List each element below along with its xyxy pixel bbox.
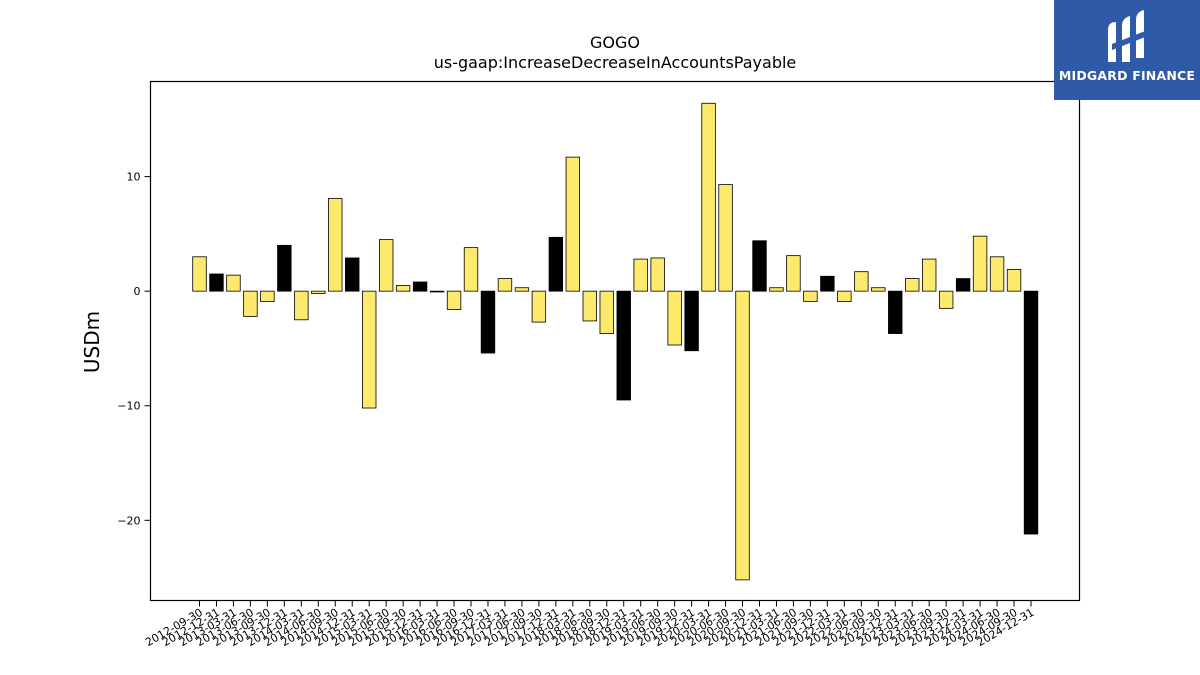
bar-2014-03-31 bbox=[294, 290, 309, 321]
bar-2018-03-31 bbox=[565, 156, 581, 292]
bar-2023-12-31 bbox=[955, 278, 971, 292]
y-tick-label: 0 bbox=[134, 285, 141, 298]
bar-2012-12-31 bbox=[209, 273, 224, 292]
bar-2024-09-30 bbox=[1006, 268, 1022, 292]
bar-2020-09-30 bbox=[735, 290, 750, 581]
bar-2012-09-30 bbox=[192, 256, 207, 292]
bar-2021-09-30 bbox=[803, 290, 818, 302]
bar-2015-06-30 bbox=[378, 239, 394, 292]
bar-2014-06-30 bbox=[311, 290, 326, 294]
bar-2020-03-31 bbox=[701, 102, 716, 292]
bar-2015-09-30 bbox=[395, 285, 411, 292]
bar-2013-12-31 bbox=[277, 244, 292, 292]
bar-2020-12-31 bbox=[752, 240, 767, 292]
brand-logo: MIDGARD FINANCE bbox=[1054, 0, 1200, 100]
bar-2016-03-31 bbox=[429, 290, 445, 293]
bar-2018-09-30 bbox=[599, 290, 614, 334]
bar-2022-09-30 bbox=[871, 287, 886, 292]
plot-frame bbox=[149, 80, 1081, 602]
bar-2016-12-31 bbox=[480, 290, 496, 354]
bar-2014-12-31 bbox=[345, 257, 360, 292]
bar-2023-03-31 bbox=[905, 278, 920, 292]
brand-name: MIDGARD FINANCE bbox=[1058, 68, 1196, 83]
bar-2013-09-30 bbox=[260, 290, 275, 302]
bar-2017-03-31 bbox=[497, 278, 513, 292]
y-tick-label: −20 bbox=[117, 514, 140, 527]
bar-2015-03-31 bbox=[362, 290, 377, 409]
bar-2023-06-30 bbox=[922, 258, 937, 292]
midgard-m-logo-icon bbox=[1108, 10, 1148, 62]
y-tick-label: 10 bbox=[127, 171, 141, 184]
chart-subtitle: us-gaap:IncreaseDecreaseInAccountsPayabl… bbox=[434, 53, 797, 72]
bar-2020-06-30 bbox=[718, 184, 733, 292]
bar-2021-03-31 bbox=[769, 287, 784, 292]
bar-2024-12-31 bbox=[1023, 290, 1039, 535]
bar-2017-12-31 bbox=[548, 236, 564, 292]
bars-group bbox=[192, 102, 1039, 581]
bar-2019-12-31 bbox=[684, 290, 699, 352]
bar-2018-12-31 bbox=[616, 290, 631, 401]
bar-2024-03-31 bbox=[972, 235, 988, 292]
bar-2013-03-31 bbox=[226, 274, 241, 292]
bar-2019-09-30 bbox=[667, 290, 682, 346]
bar-2022-03-31 bbox=[837, 290, 852, 302]
bar-2017-09-30 bbox=[531, 290, 547, 323]
x-ticks-group: 2012-09-302012-12-312013-03-312013-06-30… bbox=[143, 600, 1037, 649]
bar-2014-09-30 bbox=[328, 197, 343, 292]
chart-title: GOGO bbox=[590, 33, 640, 52]
bar-2015-12-31 bbox=[412, 281, 428, 292]
bar-2018-06-30 bbox=[582, 290, 597, 322]
y-axis-label: USDm bbox=[80, 311, 104, 373]
bar-2019-03-31 bbox=[633, 258, 648, 292]
y-tick-label: −10 bbox=[117, 400, 140, 413]
bar-2021-06-30 bbox=[786, 255, 801, 292]
bar-2022-12-31 bbox=[888, 290, 903, 334]
bar-2013-06-30 bbox=[243, 290, 258, 317]
bar-2022-06-30 bbox=[854, 271, 869, 292]
bar-2023-09-30 bbox=[938, 290, 954, 309]
bar-2024-06-30 bbox=[989, 256, 1005, 292]
bar-2016-06-30 bbox=[446, 290, 462, 310]
bar-2019-06-30 bbox=[650, 257, 665, 292]
bar-2017-06-30 bbox=[514, 287, 530, 292]
y-ticks-group: −20 −10 0 10 bbox=[117, 171, 151, 527]
bar-2016-09-30 bbox=[463, 247, 479, 292]
bar-2021-12-31 bbox=[820, 275, 835, 292]
